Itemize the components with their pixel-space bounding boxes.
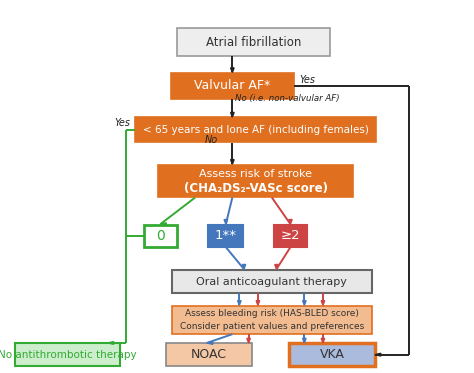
Polygon shape (242, 264, 246, 269)
Text: ≥2: ≥2 (281, 229, 300, 242)
Polygon shape (321, 301, 325, 305)
Text: VKA: VKA (320, 348, 345, 361)
FancyBboxPatch shape (274, 225, 307, 247)
Polygon shape (237, 301, 241, 305)
Polygon shape (321, 338, 325, 343)
FancyBboxPatch shape (289, 343, 375, 366)
FancyBboxPatch shape (15, 343, 120, 366)
FancyBboxPatch shape (158, 164, 353, 197)
FancyBboxPatch shape (209, 225, 243, 247)
Text: No (i.e. non-valvular AF): No (i.e. non-valvular AF) (235, 94, 340, 103)
Text: (CHA₂DS₂-VASc score): (CHA₂DS₂-VASc score) (183, 182, 328, 195)
Polygon shape (275, 264, 278, 269)
FancyBboxPatch shape (172, 305, 372, 334)
Text: No antithrombotic therapy: No antithrombotic therapy (0, 350, 137, 360)
Text: Yes: Yes (114, 118, 130, 128)
Text: NOAC: NOAC (191, 348, 227, 361)
Text: Oral anticoagulant therapy: Oral anticoagulant therapy (196, 276, 347, 286)
Polygon shape (375, 353, 381, 356)
Text: 1**: 1** (215, 229, 237, 242)
FancyBboxPatch shape (172, 270, 372, 294)
Polygon shape (289, 220, 292, 224)
Polygon shape (230, 112, 234, 117)
Polygon shape (230, 160, 234, 164)
Text: Yes: Yes (300, 75, 316, 85)
Text: No: No (205, 135, 219, 145)
Polygon shape (224, 220, 228, 224)
Text: Consider patient values and preferences: Consider patient values and preferences (180, 322, 364, 331)
Polygon shape (302, 338, 306, 343)
Text: < 65 years and lone AF (including females): < 65 years and lone AF (including female… (143, 125, 368, 135)
FancyBboxPatch shape (166, 343, 252, 366)
Polygon shape (230, 68, 234, 72)
Polygon shape (302, 301, 306, 305)
Text: Valvular AF*: Valvular AF* (194, 79, 271, 93)
Text: Assess bleeding risk (HAS-BLED score): Assess bleeding risk (HAS-BLED score) (185, 309, 359, 318)
Polygon shape (247, 338, 250, 343)
Polygon shape (207, 342, 213, 344)
Polygon shape (108, 342, 114, 344)
Text: 0: 0 (156, 229, 165, 243)
Text: Atrial fibrillation: Atrial fibrillation (206, 35, 301, 48)
Polygon shape (160, 223, 166, 226)
FancyBboxPatch shape (177, 28, 330, 56)
Polygon shape (256, 301, 260, 305)
FancyBboxPatch shape (171, 73, 294, 99)
Text: Assess risk of stroke: Assess risk of stroke (199, 169, 312, 179)
FancyBboxPatch shape (135, 117, 376, 142)
FancyBboxPatch shape (144, 225, 177, 247)
